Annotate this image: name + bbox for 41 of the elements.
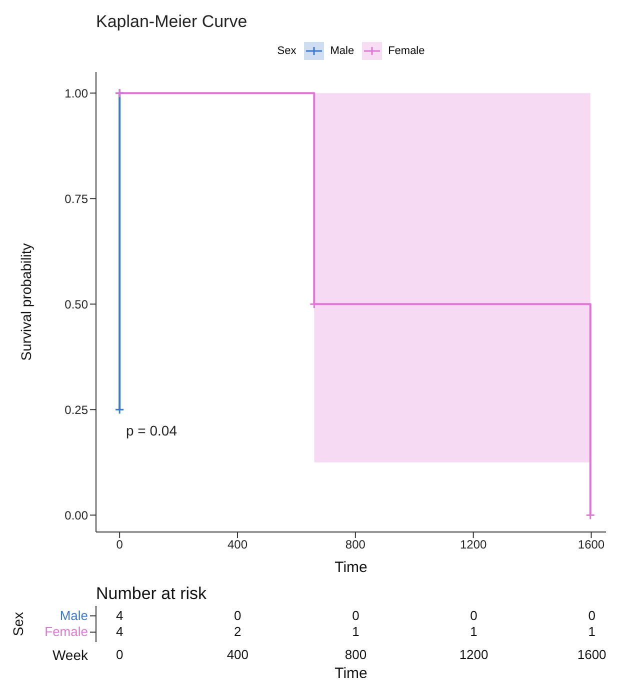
y-axis-title: Survival probability: [18, 243, 34, 361]
data-label: 4: [116, 624, 124, 640]
data-label: 2: [234, 624, 242, 640]
chart-title: Kaplan-Meier Curve: [95, 11, 248, 33]
y-tick-label: 0.75: [64, 192, 88, 206]
y-tick-label: 0.25: [64, 402, 88, 417]
legend-label: Male: [330, 45, 354, 57]
x-tick-label: 0: [116, 538, 124, 552]
point: [586, 510, 596, 520]
x-tick-label: 1600: [577, 647, 606, 662]
x-axis-title: Time: [334, 559, 368, 576]
x-tick-label: 1600: [578, 538, 605, 552]
x-tick-label: 400: [226, 647, 249, 662]
data-label: 1: [470, 624, 478, 640]
data-label: 1: [352, 624, 360, 640]
x-tick-label: 0: [116, 647, 124, 662]
x-tick-label: 1200: [460, 538, 488, 552]
x-tick-label: 1200: [459, 647, 488, 662]
y-tick-label: Male: [60, 608, 88, 623]
data-label: 0: [588, 608, 596, 623]
data-label: 4: [116, 608, 124, 623]
y-tick-label: Female: [44, 624, 88, 640]
data-label: 1: [588, 624, 596, 640]
legend-title: Sex: [277, 45, 296, 57]
x-axis-title: Time: [334, 665, 368, 682]
y-axis-title: Sex: [10, 612, 26, 636]
text: Week: [52, 647, 89, 663]
x-tick-label: 400: [227, 538, 248, 552]
y-tick-label: 1.00: [64, 86, 88, 100]
point: [114, 404, 124, 414]
data-label: 0: [352, 608, 360, 623]
y-tick-label: 0.50: [64, 297, 88, 312]
point: [309, 299, 319, 309]
legend-label: Female: [388, 45, 425, 57]
chart-title: Number at risk: [95, 584, 208, 604]
data-label: 0: [234, 608, 242, 623]
y-tick-label: 0.00: [64, 508, 88, 522]
data-label: 0: [470, 608, 478, 623]
x-tick-label: 800: [344, 647, 367, 662]
x-tick-label: 800: [345, 538, 366, 552]
annotation: p = 0.04: [126, 422, 178, 438]
